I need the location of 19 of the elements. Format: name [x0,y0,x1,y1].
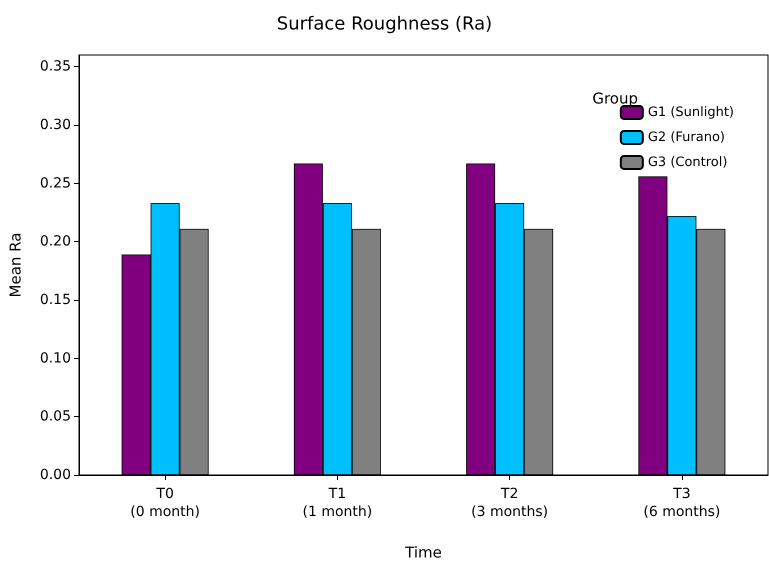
x-axis-title: Time [404,544,442,562]
legend-label: G3 (Control) [648,155,728,170]
y-tick-label: 0.30 [40,117,71,133]
x-tick-label: T2 (3 months) [471,486,548,520]
y-tick-label: 0.25 [40,175,71,192]
y-tick-label: 0.15 [40,292,71,308]
y-axis-title: Mean Ra [6,232,24,298]
y-tick-label: 0.05 [40,408,71,425]
y-tick-label: 0.00 [40,467,71,483]
legend-label: G1 (Sunlight) [648,105,734,120]
legend-title: Group [592,90,638,108]
legend-label: G2 (Furano) [648,130,725,145]
chart-title: Surface Roughness (Ra) [276,14,492,34]
x-tick-label: T0 (0 month) [130,486,200,520]
y-tick-label: 0.20 [40,234,71,250]
y-tick-label: 0.10 [40,350,71,366]
x-tick-label: T1 (1 month) [302,486,372,520]
x-tick-label: T3 (6 months) [643,486,720,520]
y-tick-label: 0.35 [40,58,71,75]
